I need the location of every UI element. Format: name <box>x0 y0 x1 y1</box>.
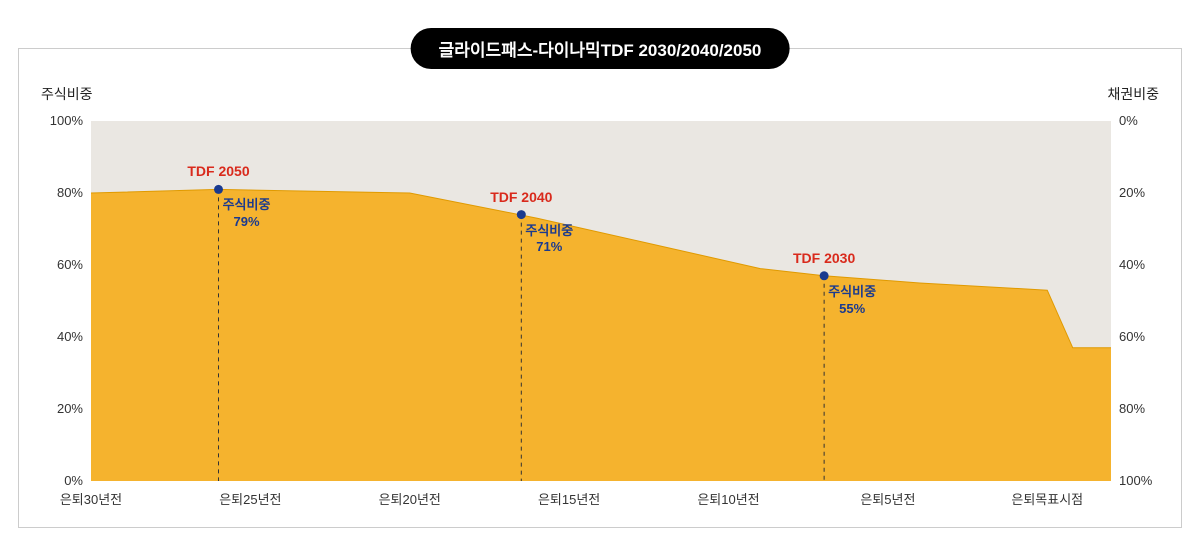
chart-container: 글라이드패스-다이나믹TDF 2030/2040/2050 주식비중 채권비중 … <box>0 0 1200 547</box>
ytick-right: 20% <box>1119 185 1169 200</box>
ytick-left: 0% <box>33 473 83 488</box>
chart-frame: 주식비중 채권비중 0% 20% 40% 60% 80% 100% 100% 80% 60% 40… <box>18 48 1182 528</box>
xtick: 은퇴20년전 <box>379 489 441 508</box>
glide-path-svg <box>91 121 1111 481</box>
xtick: 은퇴25년전 <box>219 489 281 508</box>
ytick-left: 20% <box>33 401 83 416</box>
xtick: 은퇴5년전 <box>860 489 915 508</box>
ytick-right: 60% <box>1119 329 1169 344</box>
xtick: 은퇴10년전 <box>697 489 759 508</box>
xtick: 은퇴15년전 <box>538 489 600 508</box>
ytick-left: 40% <box>33 329 83 344</box>
ytick-left: 60% <box>33 257 83 272</box>
chart-title: 글라이드패스-다이나믹TDF 2030/2040/2050 <box>411 28 790 69</box>
ytick-right: 80% <box>1119 401 1169 416</box>
plot-area <box>91 121 1111 481</box>
ytick-right: 0% <box>1119 113 1169 128</box>
ytick-right: 100% <box>1119 473 1169 488</box>
xtick: 은퇴목표시점 <box>1011 489 1083 508</box>
ytick-left: 100% <box>33 113 83 128</box>
y-axis-left-label: 주식비중 <box>41 84 93 104</box>
y-axis-right-label: 채권비중 <box>1107 84 1159 104</box>
xtick: 은퇴30년전 <box>60 489 122 508</box>
ytick-left: 80% <box>33 185 83 200</box>
ytick-right: 40% <box>1119 257 1169 272</box>
